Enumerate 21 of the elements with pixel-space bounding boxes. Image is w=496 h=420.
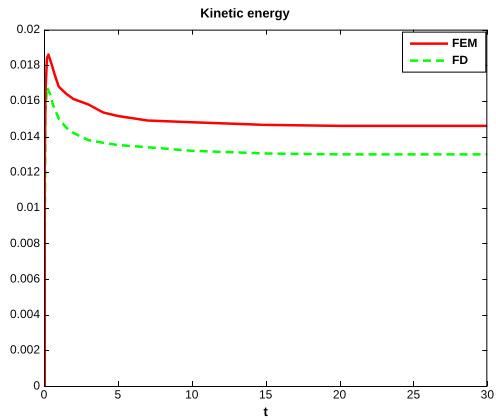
- legend-label: FEM: [452, 36, 478, 50]
- y-tick-label: 0.002: [10, 342, 40, 357]
- y-tick-label: 0.012: [10, 164, 40, 178]
- x-axis-title: t: [263, 404, 268, 419]
- y-tick-label: 0.016: [10, 93, 40, 108]
- legend-label: FD: [452, 52, 468, 67]
- y-tick-label: 0.02: [16, 22, 40, 36]
- x-tick-label: 10: [185, 388, 199, 402]
- x-tick-label: 15: [258, 388, 273, 402]
- x-tick-label: 30: [480, 388, 494, 402]
- y-tick-label: 0.018: [10, 58, 40, 72]
- x-tick-label: 5: [114, 388, 122, 402]
- y-tick-label: 0.006: [10, 271, 40, 286]
- y-tick-label: 0.008: [10, 236, 40, 250]
- y-tick-label: 0.014: [10, 128, 40, 143]
- y-tick-label: 0: [33, 378, 40, 392]
- chart-title: Kinetic energy: [200, 5, 291, 20]
- y-tick-label: 0.01: [16, 200, 40, 214]
- y-tick-label: 0.004: [10, 307, 40, 322]
- x-tick-label: 25: [406, 388, 420, 402]
- x-tick-label: 20: [332, 388, 347, 402]
